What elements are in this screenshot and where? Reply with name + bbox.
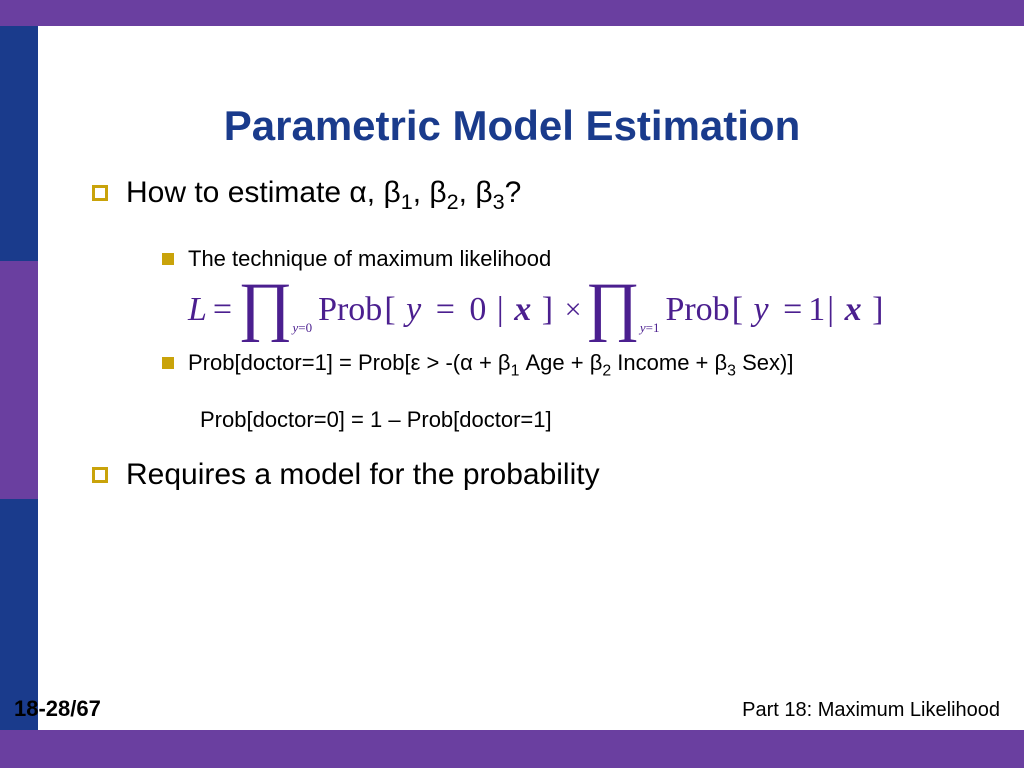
sub: 1 [401,189,413,214]
page-number: 18-28/67 [14,696,101,722]
eq: = [779,291,806,329]
product-symbol-icon: ∏ [238,284,292,330]
multiply-icon: × [555,293,583,327]
filled-square-bullet-icon [162,357,174,369]
text: Sex)] [736,350,793,375]
text: How to estimate [126,176,349,209]
val: 0 [461,291,495,329]
var-x: x [506,291,540,329]
var-x: x [836,291,870,329]
param-beta: β [475,176,492,209]
bullet-l1-text: Requires a model for the probability [126,457,600,493]
text: Prob[doctor=1] = Prob[ε > -(α + β [188,350,511,375]
text: Income + β [611,350,727,375]
term: [ [732,291,743,329]
product-subscript: y=1 [640,320,660,336]
param-beta: β [429,176,446,209]
bullet-l2-technique: The technique of maximum likelihood [162,245,962,273]
footer-text: Part 18: Maximum Likelihood [742,699,1000,722]
term: ] [872,291,883,329]
term: [ [384,291,395,329]
var-y: y [398,291,430,329]
likelihood-formula: L = ∏ y=0 Prob[ y = 0 | x ] × ∏ y=1 Prob… [188,286,962,332]
term: ] [542,291,553,329]
formula-L: L [188,291,207,329]
val: 1 [808,291,825,329]
var-y: y [745,291,777,329]
bottom-purple-bar [0,730,1024,768]
bullet-l2-text: Prob[doctor=1] = Prob[ε > -(α + β1 Age +… [188,349,793,381]
prob-label: Prob [665,291,729,329]
prob-label: Prob [318,291,382,329]
top-purple-bar [0,0,1024,26]
filled-square-bullet-icon [162,253,174,265]
eq: = [432,291,459,329]
equals-sign: = [209,291,236,329]
product-symbol-icon: ∏ [585,284,639,330]
product-subscript: y=0 [292,320,312,336]
left-purple-bar-mid [0,261,38,499]
bar: | [497,291,504,329]
bullet-l1-text: How to estimate α, β1, β2, β3? [126,175,521,215]
slide-content: How to estimate α, β1, β2, β3? The techn… [92,175,962,523]
bullet-l2-text: The technique of maximum likelihood [188,245,551,273]
text: ? [505,176,522,209]
hollow-square-bullet-icon [92,185,108,201]
sub: 2 [602,362,611,379]
slide-title: Parametric Model Estimation [0,102,1024,150]
sub: 3 [493,189,505,214]
sub: 2 [447,189,459,214]
bar: | [827,291,834,329]
param-beta: β [383,176,400,209]
sub: 3 [727,362,736,379]
bullet-l2-prob-doctor: Prob[doctor=1] = Prob[ε > -(α + β1 Age +… [162,349,962,381]
text: Age + β [519,350,602,375]
hollow-square-bullet-icon [92,467,108,483]
param-alpha: α [349,176,366,209]
bullet-l1-estimate: How to estimate α, β1, β2, β3? [92,175,962,215]
bullet-l1-requires: Requires a model for the probability [92,457,962,493]
prob-doctor-zero-line: Prob[doctor=0] = 1 – Prob[doctor=1] [200,407,962,433]
slide: Parametric Model Estimation How to estim… [0,0,1024,768]
